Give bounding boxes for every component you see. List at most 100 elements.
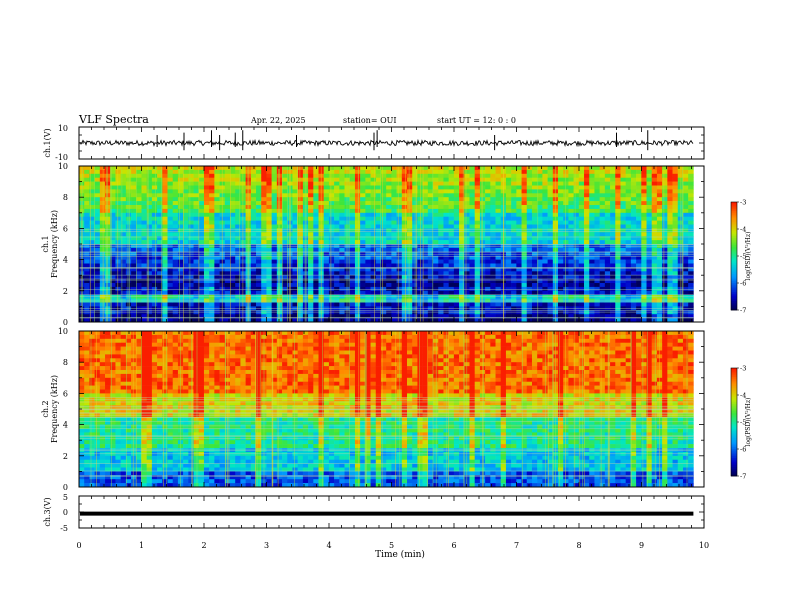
spectrogram-cell (250, 208, 257, 214)
spectrogram-cell (625, 173, 632, 178)
spectrogram-cell (542, 267, 548, 272)
spectrogram-cell (209, 208, 215, 214)
spectrogram-cell (198, 283, 205, 288)
spectrogram-cell (396, 185, 403, 190)
spectrogram-cell (448, 263, 455, 268)
spectrogram-cell (282, 271, 288, 276)
spectrogram-cell (131, 294, 137, 299)
spectrogram-cell (662, 251, 668, 256)
spectrogram-cell (474, 216, 481, 221)
spectrogram-cell (521, 310, 528, 315)
spectrogram-cell (542, 302, 548, 307)
spectrogram-cell (438, 240, 444, 245)
spectrogram-cell (146, 173, 153, 178)
spectrogram-cell (193, 286, 200, 292)
spectrogram-cell (157, 173, 163, 178)
spectrogram-cell (656, 283, 663, 288)
spectrogram-cell (386, 263, 392, 268)
spectrogram-cell (662, 232, 668, 237)
spectrogram-cell (589, 228, 595, 233)
spectrogram-cell (349, 318, 356, 323)
spectrogram-cell (610, 193, 616, 198)
spectrogram-cell (224, 236, 231, 241)
spectrogram-cell (505, 205, 512, 210)
spectrogram-cell (391, 166, 397, 171)
spectrogram-cell (448, 314, 455, 319)
spectrogram-cell (110, 185, 116, 190)
spectrogram-cell (584, 181, 590, 186)
spectrogram-cell (386, 290, 392, 295)
spectrogram-cell (662, 220, 668, 225)
spectrogram-cell (370, 240, 377, 245)
spectrogram-cell (110, 259, 116, 264)
spectrogram-cell (401, 205, 408, 210)
spectrogram-cell (256, 224, 262, 229)
spectrogram-cell (443, 181, 449, 186)
spectrogram-cell (521, 259, 528, 264)
spectrogram-cell (495, 166, 502, 171)
spectrogram-cell (297, 193, 304, 198)
spectrogram-cell (245, 240, 252, 245)
spectrogram-cell (271, 267, 278, 272)
spectrogram-cell (662, 177, 668, 182)
spectrogram-cell (235, 247, 241, 253)
spectrogram-cell (308, 263, 314, 268)
spectrogram-cell (469, 177, 475, 182)
spectrogram-cell (157, 251, 163, 256)
spectrogram-cell (594, 286, 600, 292)
spectrogram-cell (641, 263, 647, 268)
spectrogram-cell (94, 181, 101, 186)
spectrogram-cell (198, 286, 205, 292)
spectrogram-cell (354, 310, 361, 315)
spectrogram-cell (396, 314, 403, 319)
spectrogram-cell (323, 294, 330, 299)
spectrogram-cell (302, 290, 309, 295)
spectrogram-cell (136, 228, 142, 233)
spectrogram-cell (349, 166, 356, 171)
spectrogram-cell (84, 251, 90, 256)
spectrogram-cell (146, 294, 153, 299)
spectrogram-cell (391, 201, 397, 206)
spectrogram-cell (271, 247, 278, 253)
spectrogram-cell (630, 228, 637, 233)
spectrogram-cell (313, 236, 319, 241)
spectrogram-cell (558, 275, 564, 280)
spectrogram-cell (94, 212, 101, 217)
spectrogram-cell (599, 169, 606, 175)
spectrogram-cell (354, 169, 361, 175)
spectrogram-cell (610, 302, 616, 307)
spectrogram-cell (677, 286, 684, 292)
spectrogram-cell (162, 294, 168, 299)
spectrogram-cell (584, 189, 590, 194)
spectrogram-cell (229, 314, 236, 319)
spectrogram-cell (339, 232, 345, 237)
spectrogram-cell (308, 216, 314, 221)
spectrogram-cell (110, 177, 116, 182)
spectrogram-cell (386, 185, 392, 190)
spectrogram-cell (203, 185, 210, 190)
spectrogram-cell (151, 255, 158, 260)
spectrogram-cell (667, 318, 673, 323)
spectrogram-cell (94, 279, 101, 284)
spectrogram-cell (339, 201, 345, 206)
spectrogram-cell (99, 318, 106, 323)
spectrogram-cell (360, 247, 366, 253)
spectrogram-cell (620, 224, 626, 229)
spectrogram-cell (115, 259, 121, 264)
spectrogram-cell (334, 193, 340, 198)
spectrogram-cell (99, 298, 106, 303)
spectrogram-cell (229, 298, 236, 303)
spectrogram-cell (464, 263, 470, 268)
spectrogram-cell (308, 318, 314, 323)
spectrogram-cell (282, 177, 288, 182)
spectrogram-cell (521, 247, 528, 253)
spectrogram-cell (287, 220, 293, 225)
spectrogram-cell (542, 283, 548, 288)
spectrogram-cell (448, 197, 455, 202)
spectrogram-cell (99, 232, 106, 237)
spectrogram-cell (370, 177, 377, 182)
spectrogram-cell (162, 247, 168, 253)
spectrogram-cell (599, 247, 606, 253)
spectrogram-cell (688, 267, 694, 272)
spectrogram-cell (542, 318, 548, 323)
